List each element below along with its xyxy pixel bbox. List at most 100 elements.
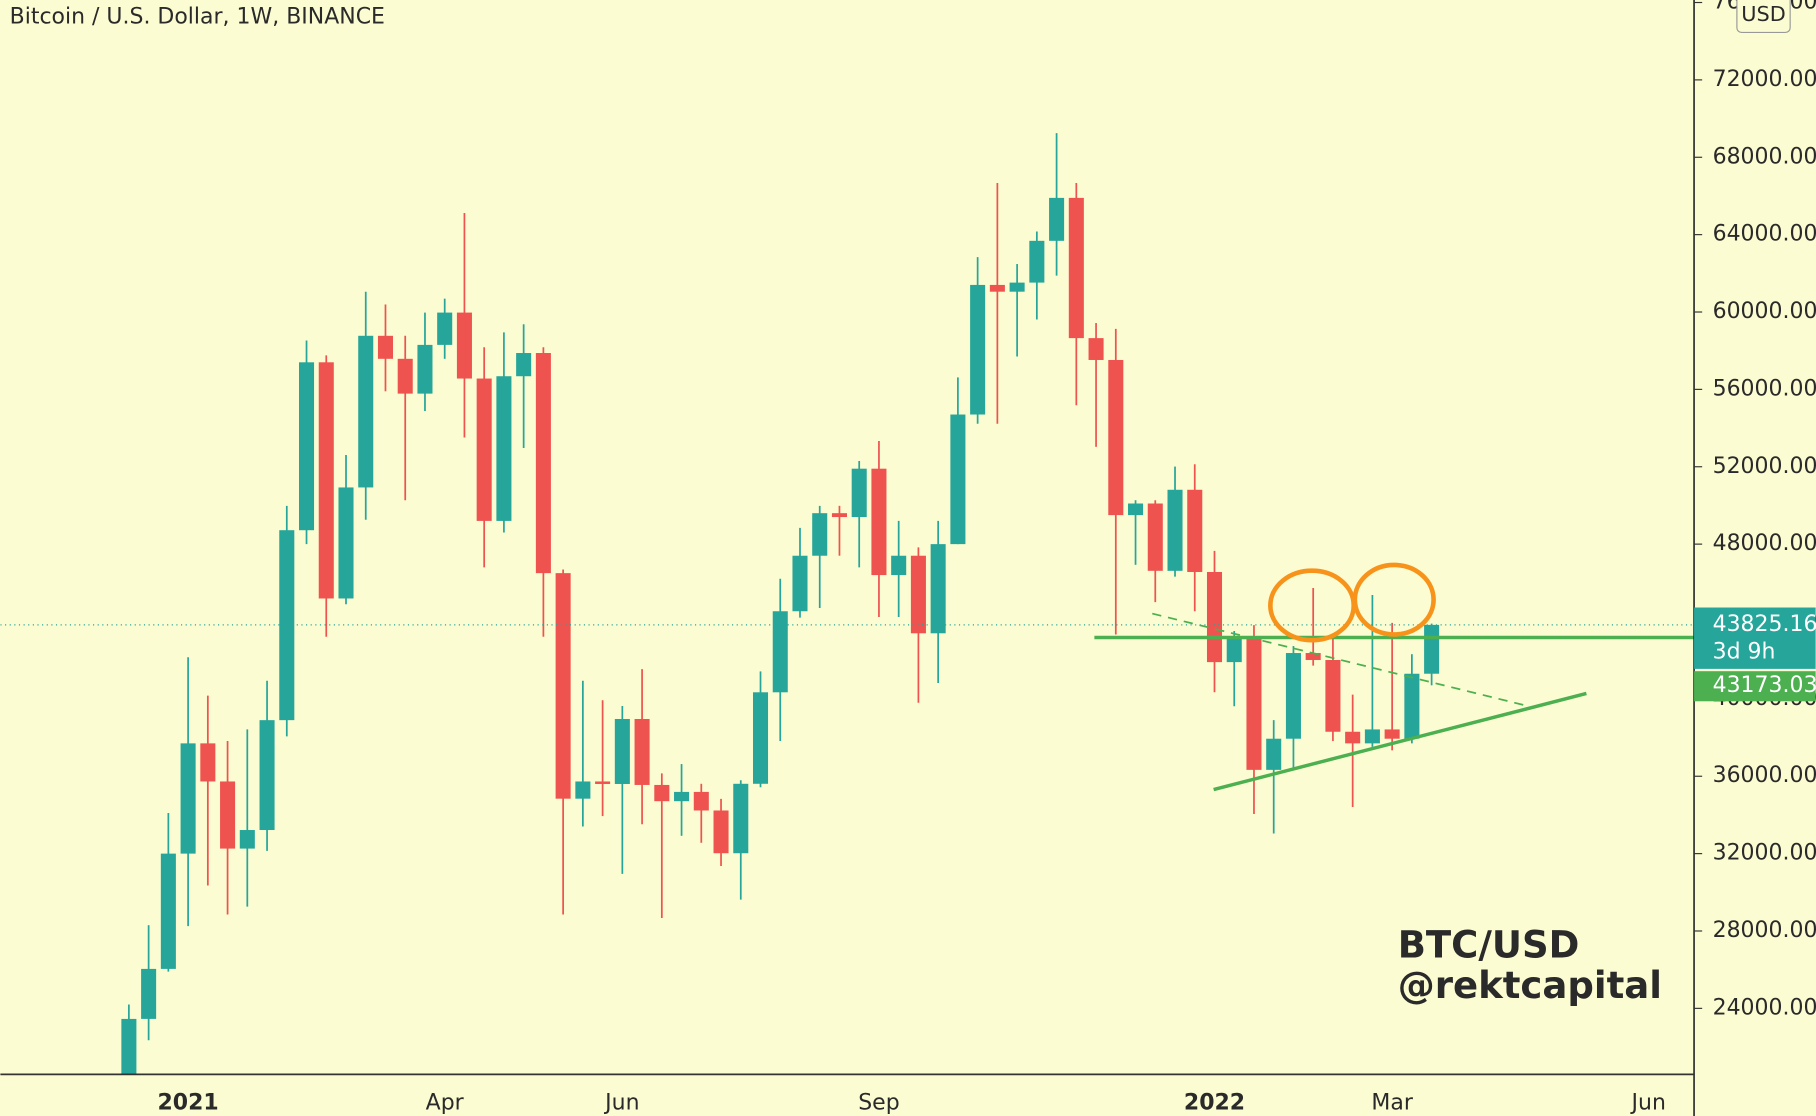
candle-body bbox=[1068, 197, 1084, 339]
candle-body bbox=[1108, 359, 1124, 516]
y-tick-label: 36000.00 bbox=[1713, 763, 1816, 788]
candle-body bbox=[516, 353, 532, 377]
candle-body bbox=[989, 284, 1005, 292]
y-tick-label: 52000.00 bbox=[1713, 454, 1816, 479]
x-tick-label: Jun bbox=[603, 1090, 639, 1115]
candle-body bbox=[318, 362, 334, 599]
trendline-support bbox=[1213, 691, 1587, 792]
candle-body bbox=[1305, 653, 1321, 660]
candle-body bbox=[279, 530, 295, 721]
candle-body bbox=[299, 362, 315, 531]
y-tick-label: 32000.00 bbox=[1713, 841, 1816, 866]
candle-body bbox=[456, 312, 472, 379]
y-tick-label: 64000.00 bbox=[1713, 222, 1816, 247]
candle-body bbox=[1226, 636, 1242, 663]
candle-body bbox=[1049, 197, 1065, 241]
y-tick-label: 60000.00 bbox=[1713, 299, 1816, 324]
candle-body bbox=[1206, 571, 1223, 663]
candle-body bbox=[1424, 624, 1440, 674]
candle-body bbox=[970, 284, 986, 415]
candle-body bbox=[358, 335, 374, 488]
annotation: @rektcapital bbox=[1398, 964, 1662, 1007]
level-box bbox=[1694, 671, 1816, 702]
candle-body bbox=[200, 743, 216, 782]
candle-body bbox=[535, 353, 551, 574]
candle-body bbox=[555, 573, 571, 799]
candle-body bbox=[1147, 503, 1163, 571]
candle-body bbox=[595, 781, 611, 784]
currency-box bbox=[1736, 0, 1791, 33]
candle-body bbox=[752, 692, 769, 784]
y-tick-label: 56000.00 bbox=[1713, 376, 1816, 401]
candle-body bbox=[1128, 503, 1144, 516]
x-tick-label: Jun bbox=[1630, 1090, 1666, 1115]
candle-body bbox=[674, 791, 690, 802]
candle-body bbox=[772, 611, 788, 693]
candle-body bbox=[910, 555, 926, 634]
candle-body bbox=[634, 718, 650, 785]
candle-body bbox=[496, 376, 512, 521]
y-tick-label: 48000.00 bbox=[1713, 531, 1816, 556]
candle-body bbox=[338, 487, 354, 599]
candle-body bbox=[437, 312, 453, 345]
candle-body bbox=[377, 335, 394, 359]
candle-body bbox=[1364, 729, 1380, 744]
countdown-label: 3d 9h bbox=[1713, 640, 1776, 665]
candle-body bbox=[121, 1018, 137, 1075]
candle-body bbox=[871, 468, 887, 576]
x-tick-label: 2022 bbox=[1184, 1090, 1245, 1115]
candle-body bbox=[950, 414, 966, 545]
candle-body bbox=[160, 853, 176, 969]
candle-body bbox=[693, 791, 709, 811]
highlight-circle bbox=[1352, 562, 1436, 637]
candle-body bbox=[397, 358, 413, 394]
x-tick-label: Apr bbox=[426, 1090, 465, 1115]
candle-body bbox=[239, 830, 255, 849]
candle-body bbox=[1285, 653, 1301, 739]
candle-body bbox=[180, 743, 196, 854]
candle-body bbox=[1246, 636, 1262, 770]
y-tick-label: 72000.00 bbox=[1713, 67, 1816, 92]
last-price-box bbox=[1694, 607, 1816, 669]
candle-body bbox=[930, 544, 946, 634]
candle-body bbox=[259, 720, 275, 831]
y-tick-label: 68000.00 bbox=[1713, 144, 1816, 169]
candle-body bbox=[1384, 729, 1400, 739]
candle-body bbox=[1029, 240, 1045, 283]
x-tick-label: Mar bbox=[1371, 1090, 1413, 1115]
candle-body bbox=[812, 513, 828, 556]
x-tick-label: Sep bbox=[858, 1090, 899, 1115]
candle-body bbox=[1266, 738, 1282, 770]
x-tick-label: 2021 bbox=[158, 1090, 219, 1115]
candle-body bbox=[1167, 489, 1183, 571]
candle-body bbox=[141, 968, 157, 1019]
chart-title: Bitcoin / U.S. Dollar, 1W, BINANCE bbox=[10, 4, 385, 29]
drawings bbox=[1152, 562, 1587, 792]
candle-body bbox=[733, 783, 749, 854]
candle-body bbox=[476, 378, 492, 521]
candle-body bbox=[1187, 489, 1203, 572]
annotation: BTC/USD bbox=[1398, 923, 1580, 966]
candle-body bbox=[891, 555, 907, 576]
candle-body bbox=[575, 781, 591, 799]
candle-body bbox=[831, 513, 847, 518]
candle-body bbox=[792, 555, 808, 612]
candle-body bbox=[1345, 731, 1361, 744]
candle-body bbox=[220, 781, 236, 849]
candle-body bbox=[851, 468, 867, 518]
level-label: 43173.03 bbox=[1713, 673, 1816, 698]
candle-body bbox=[654, 784, 670, 802]
y-tick-label: 28000.00 bbox=[1713, 918, 1816, 943]
candle-body bbox=[614, 718, 630, 784]
y-tick-label: 24000.00 bbox=[1713, 995, 1816, 1020]
candle-body bbox=[1088, 338, 1104, 360]
candle-body bbox=[1009, 282, 1025, 292]
candle-body bbox=[1404, 673, 1420, 739]
currency-label: USD bbox=[1741, 2, 1786, 26]
last-price-label: 43825.16 bbox=[1713, 612, 1816, 637]
candle-body bbox=[1325, 659, 1341, 732]
candle-body bbox=[417, 344, 433, 394]
